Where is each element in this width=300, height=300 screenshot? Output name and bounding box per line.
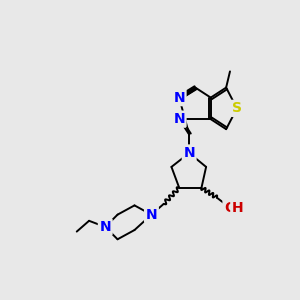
Text: N: N — [183, 146, 195, 160]
Text: N: N — [173, 91, 185, 105]
Text: N: N — [99, 220, 111, 234]
Text: O: O — [224, 201, 236, 215]
Text: S: S — [232, 101, 242, 116]
Text: N: N — [146, 208, 157, 222]
Text: H: H — [232, 201, 244, 215]
Text: N: N — [173, 112, 185, 126]
